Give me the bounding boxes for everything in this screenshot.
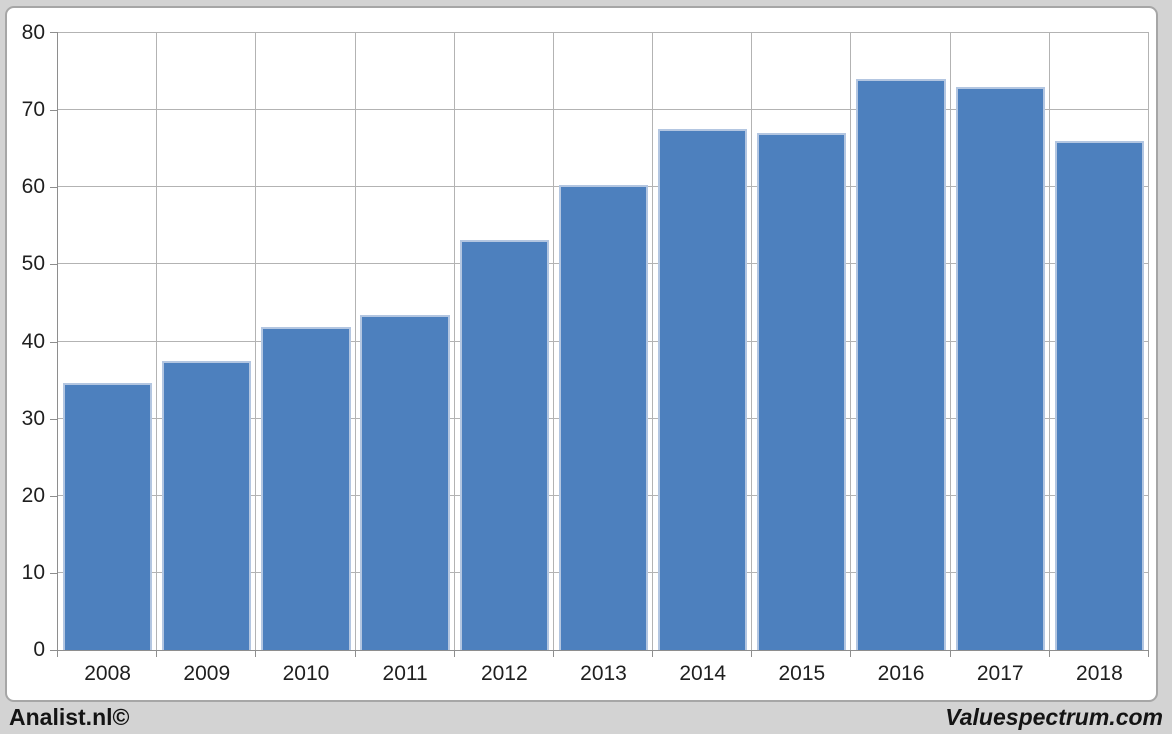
bar-2009 bbox=[162, 360, 252, 650]
brand-valuespectrum: Valuespectrum.com bbox=[945, 703, 1163, 730]
x-tick-2 bbox=[255, 650, 257, 657]
bar-slot-2013 bbox=[554, 33, 653, 650]
bar-slot-2015 bbox=[752, 33, 851, 650]
h-gridline-70 bbox=[58, 109, 1149, 111]
x-tick-5 bbox=[552, 650, 554, 657]
y-tick-70 bbox=[50, 110, 58, 112]
v-gridline-4 bbox=[453, 33, 455, 650]
v-gridline-5 bbox=[552, 33, 554, 650]
x-tick-label-2014: 2014 bbox=[679, 662, 727, 685]
bar-slot-2018 bbox=[1050, 33, 1149, 650]
bar-slot-2012 bbox=[455, 33, 554, 650]
y-tick-label-30: 30 bbox=[21, 406, 45, 430]
brand-analist: Analist.nl© bbox=[9, 703, 130, 730]
y-tick-0 bbox=[50, 650, 58, 651]
y-tick-20 bbox=[50, 495, 58, 497]
x-tick-label-2012: 2012 bbox=[480, 662, 528, 685]
bars-layer bbox=[58, 33, 1149, 650]
v-gridline-2 bbox=[255, 33, 257, 650]
bar-slot-2009 bbox=[157, 33, 256, 650]
x-tick-1 bbox=[156, 650, 158, 657]
y-tick-label-70: 70 bbox=[21, 98, 45, 122]
x-tick-8 bbox=[850, 650, 852, 657]
footer-bar: Analist.nl© Valuespectrum.com bbox=[0, 700, 1172, 734]
x-tick-label-2017: 2017 bbox=[976, 662, 1024, 685]
x-tick-6 bbox=[652, 650, 654, 657]
chart-panel: 0 10 20 30 40 50 60 70 80 2008 2009 2010 2011 2012 201… bbox=[5, 6, 1158, 702]
axis-decor-layer: 0 10 20 30 40 50 60 70 80 2008 2009 2010 2011 2012 201… bbox=[22, 21, 1149, 685]
x-tick-label-2016: 2016 bbox=[877, 662, 925, 685]
x-tick-label-2011: 2011 bbox=[382, 662, 428, 685]
x-tick-label-2015: 2015 bbox=[778, 662, 826, 685]
v-gridline-9 bbox=[949, 33, 951, 650]
bar-slot-2008 bbox=[58, 33, 157, 650]
x-tick-0 bbox=[57, 650, 58, 657]
bar-slot-2010 bbox=[256, 33, 355, 650]
x-tick-9 bbox=[949, 650, 951, 657]
x-tick-label-2008: 2008 bbox=[84, 662, 131, 685]
y-tick-label-80: 80 bbox=[21, 21, 45, 44]
v-gridline-6 bbox=[652, 33, 654, 650]
bar-2018 bbox=[1054, 140, 1144, 650]
y-tick-30 bbox=[50, 418, 58, 420]
h-gridline-80 bbox=[58, 32, 1149, 33]
v-gridline-7 bbox=[751, 33, 753, 650]
x-tick-4 bbox=[453, 650, 455, 657]
y-tick-50 bbox=[50, 264, 58, 266]
v-gridline-11 bbox=[1148, 33, 1149, 650]
x-tick-label-2009: 2009 bbox=[183, 662, 231, 685]
bar-2011 bbox=[360, 315, 450, 650]
y-tick-label-40: 40 bbox=[21, 329, 45, 353]
y-tick-label-10: 10 bbox=[21, 560, 45, 584]
x-tick-label-2010: 2010 bbox=[282, 662, 330, 685]
bar-2016 bbox=[856, 79, 946, 650]
bar-slot-2016 bbox=[851, 33, 950, 650]
x-tick-10 bbox=[1048, 650, 1050, 657]
bar-2012 bbox=[459, 239, 549, 650]
y-tick-label-50: 50 bbox=[21, 252, 45, 276]
v-gridline-8 bbox=[850, 33, 852, 650]
y-tick-80 bbox=[50, 32, 58, 33]
v-gridline-3 bbox=[354, 33, 356, 650]
y-tick-10 bbox=[50, 572, 58, 574]
y-tick-40 bbox=[50, 341, 58, 343]
x-tick-7 bbox=[751, 650, 753, 657]
bar-2015 bbox=[757, 133, 847, 650]
x-tick-11 bbox=[1148, 650, 1149, 657]
bar-2014 bbox=[657, 129, 748, 650]
x-tick-3 bbox=[354, 650, 356, 657]
bar-slot-2017 bbox=[951, 33, 1050, 650]
bar-2008 bbox=[62, 383, 153, 650]
x-tick-label-2013: 2013 bbox=[580, 662, 627, 685]
bar-2013 bbox=[558, 184, 649, 650]
plot-area: 0 10 20 30 40 50 60 70 80 2008 2009 2010 2011 2012 201… bbox=[22, 21, 1149, 685]
bar-slot-2011 bbox=[356, 33, 455, 650]
y-tick-label-0: 0 bbox=[33, 638, 45, 661]
v-gridline-10 bbox=[1048, 33, 1050, 650]
bar-slot-2014 bbox=[653, 33, 752, 650]
v-gridline-1 bbox=[156, 33, 158, 650]
y-tick-60 bbox=[50, 187, 58, 189]
bar-2010 bbox=[261, 326, 351, 650]
y-tick-label-20: 20 bbox=[21, 483, 45, 507]
x-tick-label-2018: 2018 bbox=[1076, 662, 1123, 685]
y-tick-label-60: 60 bbox=[21, 175, 45, 199]
bar-2017 bbox=[955, 87, 1045, 650]
